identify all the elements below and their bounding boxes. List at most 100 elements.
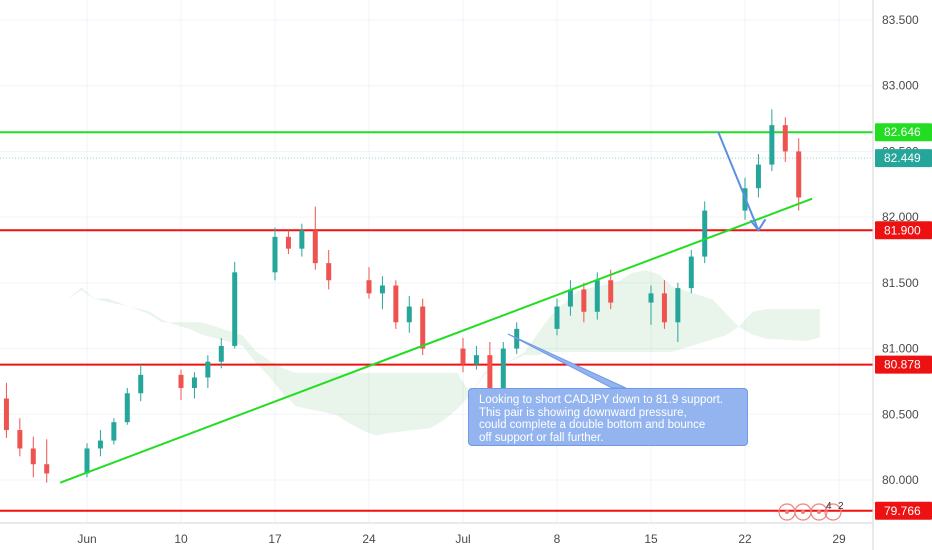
price-label-text: 82.646 xyxy=(884,125,921,139)
candle xyxy=(326,250,332,290)
forecast-arrow xyxy=(717,131,760,231)
candle xyxy=(138,364,144,402)
candle xyxy=(30,436,36,478)
candle xyxy=(796,138,802,211)
candle-body xyxy=(567,289,573,307)
candle xyxy=(178,369,184,400)
candle xyxy=(191,372,197,399)
x-tick-label: Jul xyxy=(455,532,470,546)
candle xyxy=(17,418,23,457)
candle-body xyxy=(661,293,667,323)
candle-body xyxy=(178,374,184,388)
y-tick-label: 80.500 xyxy=(882,407,919,421)
candle-body xyxy=(554,306,560,329)
candle-body xyxy=(84,448,90,474)
candle-body xyxy=(326,263,332,281)
note-line: could complete a double bottom and bounc… xyxy=(479,419,706,431)
x-tick-label: Jun xyxy=(77,532,96,546)
candle-body xyxy=(232,272,238,346)
candle xyxy=(44,439,50,483)
candle-body xyxy=(366,280,372,294)
candle xyxy=(97,430,103,457)
candle-body xyxy=(796,151,802,198)
price-label-box xyxy=(875,123,932,142)
replay-dot-icon xyxy=(785,510,789,514)
x-tick-label: 22 xyxy=(738,532,752,546)
candle xyxy=(567,280,573,316)
price-label-text: 82.449 xyxy=(884,151,921,165)
candle-body xyxy=(581,289,587,312)
candle-body xyxy=(299,230,305,249)
replay-controls[interactable]: 4 2 xyxy=(776,500,846,524)
candle xyxy=(675,282,681,342)
y-tick-label: 83.500 xyxy=(882,13,919,27)
candle-body xyxy=(420,306,426,349)
x-tick-label: 29 xyxy=(832,532,846,546)
candle xyxy=(3,382,9,438)
price-label-box xyxy=(875,355,932,374)
replay-dot-icon xyxy=(801,510,805,514)
price-axis: 83.50083.00082.50082.00081.50081.00080.5… xyxy=(882,13,919,487)
candle xyxy=(648,285,654,325)
price-label-text: 80.878 xyxy=(884,358,921,372)
price-label-box xyxy=(875,221,932,240)
candle xyxy=(406,296,412,333)
candle xyxy=(285,230,291,254)
candle xyxy=(272,227,278,281)
replay-circle-icon[interactable] xyxy=(810,503,828,521)
candle-body xyxy=(648,293,654,303)
x-tick-label: 10 xyxy=(174,532,188,546)
x-tick-label: 8 xyxy=(554,532,561,546)
time-axis: Jun 10 17 24 Jul 8 15 22 29 xyxy=(77,532,846,546)
candle xyxy=(500,342,506,394)
candle-body xyxy=(473,355,479,365)
trendline xyxy=(59,197,813,484)
candle-body xyxy=(3,398,9,431)
candle-body xyxy=(608,280,614,303)
note-line: This pair is showing downward pressure, xyxy=(479,406,687,419)
candle-body xyxy=(769,125,775,165)
price-labels: 82.646 82.449 81.900 80.878 79.766 xyxy=(875,123,932,520)
candle-body xyxy=(44,464,50,474)
y-tick-label: 81.000 xyxy=(882,342,919,356)
candle xyxy=(769,109,775,172)
candle xyxy=(366,267,372,299)
price-label-box xyxy=(875,501,932,520)
analysis-note[interactable]: Looking to short CADJPY down to 81.9 sup… xyxy=(468,388,748,446)
candle xyxy=(379,276,385,310)
candle xyxy=(661,280,667,329)
candle-body xyxy=(406,306,412,323)
replay-badge: 4 xyxy=(826,501,832,512)
candle-body xyxy=(755,164,761,189)
candle-body xyxy=(675,288,681,323)
candle-body xyxy=(594,280,600,312)
x-tick-label: 17 xyxy=(268,532,282,546)
horizontal-levels xyxy=(0,131,873,512)
candle xyxy=(111,418,117,445)
candle-body xyxy=(487,355,493,388)
y-tick-label: 80.000 xyxy=(882,473,919,487)
candle-body xyxy=(111,422,117,441)
price-label-box xyxy=(875,149,932,168)
candle-body xyxy=(688,256,694,289)
candle xyxy=(299,223,305,257)
candle-body xyxy=(500,348,506,388)
candle xyxy=(554,298,560,336)
candle-body xyxy=(17,430,23,449)
candle xyxy=(124,388,130,425)
candle-body xyxy=(782,125,788,152)
replay-dot-icon xyxy=(817,510,821,514)
candle xyxy=(460,338,466,373)
y-tick-label: 82.000 xyxy=(882,210,919,224)
candle-body xyxy=(97,440,103,449)
candle xyxy=(702,201,708,264)
cloud-band xyxy=(54,270,820,436)
note-line: off support or fall further. xyxy=(479,431,604,444)
candle-body xyxy=(702,210,708,257)
candle xyxy=(755,154,761,198)
replay-circle-icon[interactable] xyxy=(824,503,842,521)
candle xyxy=(608,269,614,310)
candle-body xyxy=(205,361,211,378)
x-tick-label: 15 xyxy=(644,532,658,546)
